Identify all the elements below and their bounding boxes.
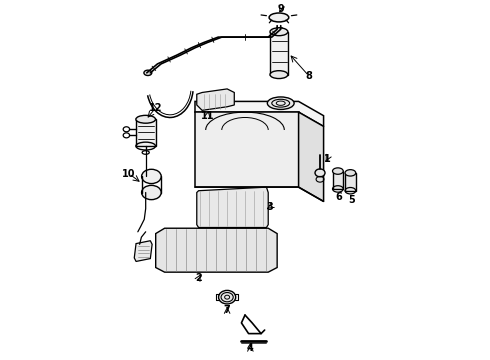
Polygon shape [197, 89, 234, 111]
Bar [136, 119, 156, 146]
Text: 9: 9 [277, 4, 284, 14]
Text: 2: 2 [195, 273, 202, 283]
Ellipse shape [270, 28, 288, 36]
Ellipse shape [219, 291, 236, 304]
Text: 12: 12 [149, 103, 163, 113]
Bar [270, 32, 288, 75]
Text: 4: 4 [247, 343, 254, 353]
Bar [333, 171, 343, 189]
Ellipse shape [315, 169, 325, 177]
Text: 8: 8 [306, 71, 313, 81]
Ellipse shape [345, 170, 356, 176]
Text: 10: 10 [122, 168, 136, 179]
Polygon shape [298, 112, 323, 202]
Polygon shape [156, 228, 277, 272]
Ellipse shape [269, 13, 289, 22]
Polygon shape [195, 102, 323, 126]
Ellipse shape [142, 169, 161, 184]
Ellipse shape [333, 168, 343, 174]
Ellipse shape [268, 97, 294, 109]
Text: 6: 6 [335, 192, 342, 202]
Ellipse shape [142, 185, 161, 200]
Text: 5: 5 [348, 195, 355, 204]
Polygon shape [197, 187, 268, 228]
Bar [345, 173, 356, 191]
Ellipse shape [136, 115, 155, 123]
Ellipse shape [270, 71, 288, 78]
Text: 11: 11 [201, 111, 214, 121]
Text: 1: 1 [324, 154, 331, 163]
Text: 7: 7 [224, 305, 230, 315]
Polygon shape [195, 112, 298, 187]
Text: 3: 3 [267, 202, 273, 212]
Ellipse shape [144, 70, 152, 76]
Polygon shape [134, 241, 152, 261]
